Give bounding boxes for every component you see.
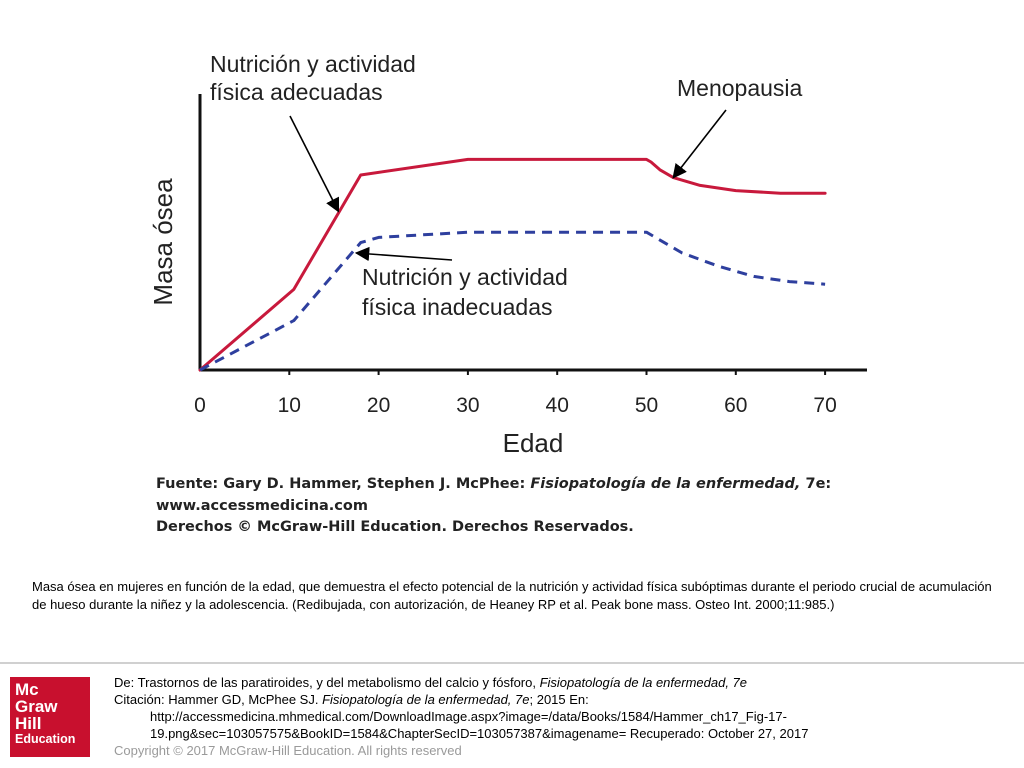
annotation-text-3: física inadecuadas [362,294,553,320]
mcgraw-hill-logo: Mc Graw Hill Education [10,677,90,757]
source-line-1: Fuente: Gary D. Hammer, Stephen J. McPhe… [156,476,832,492]
copyright: Copyright © 2017 McGraw-Hill Education. … [114,743,462,758]
annotation-text-1: física adecuadas [210,79,383,105]
x-tick-label: 20 [367,394,390,417]
series-line-2 [199,230,826,372]
citation-url-1: http://accessmedicina.mhmedical.com/Down… [150,709,787,724]
citation: Citación: Hammer GD, McPhee SJ. Fisiopat… [114,692,589,707]
annotation-arrow-2 [672,109,727,179]
annotation-text-3: Nutrición y actividad [362,264,568,290]
annotation-arrow-3 [354,246,453,262]
x-axis-label: Edad [503,428,564,458]
series-line-1 [198,157,827,372]
figure-caption: Masa ósea en mujeres en función de la ed… [32,579,992,612]
bone-mass-chart: 0 10 20 30 40 50 60 70 Edad Masa ósea Nutrición y … [150,52,867,458]
references: De: Trastornos de las paratiroides, y de… [114,674,1014,759]
x-tick-label: 60 [724,394,747,417]
divider [0,662,1024,664]
annotation-text-2: Menopausia [677,75,803,101]
x-tick-label: 50 [635,394,658,417]
source-chapter: De: Trastornos de las paratiroides, y de… [114,675,748,690]
x-tick-label: 0 [194,394,206,417]
annotation-text-1: Nutrición y actividad [210,52,416,77]
y-axis-label: Masa ósea [150,178,178,306]
source-line-3: Derechos © McGraw-Hill Education. Derech… [156,519,634,535]
x-tick-label: 10 [278,394,301,417]
figure: 0 10 20 30 40 50 60 70 Edad Masa ósea Nutrición y … [150,52,870,536]
source-line-2: www.accessmedicina.com [156,498,368,514]
annotation-arrow-1 [289,115,340,213]
citation-url-2: 19.png&sec=103057575&BookID=1584&Chapter… [150,726,809,741]
x-tick-label: 40 [546,394,569,417]
x-tick-label: 30 [456,394,479,417]
x-tick-label: 70 [813,394,836,417]
